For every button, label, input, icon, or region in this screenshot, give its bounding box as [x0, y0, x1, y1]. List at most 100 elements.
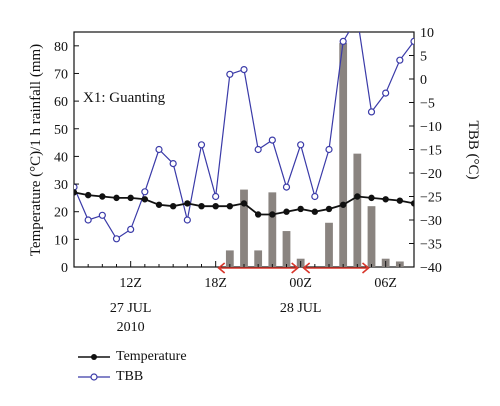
legend-item-temperature: Temperature: [78, 347, 187, 367]
temperature-point: [127, 194, 134, 202]
temperature-point: [254, 211, 262, 218]
temperature-point: [482, 212, 487, 217]
station-annotation: X1: Guanting: [83, 90, 166, 106]
y-right-tick-label: −30: [420, 214, 442, 229]
tbb-point: [240, 65, 248, 74]
date-label: 28 JUL: [280, 301, 322, 316]
x-tick-label: 06Z: [374, 276, 397, 291]
y-left-tick-label: 40: [54, 150, 68, 165]
rainfall-bar: [225, 250, 234, 267]
temperature-point: [410, 200, 414, 207]
temperature-point: [297, 205, 304, 213]
tbb-point: [454, 53, 460, 59]
tbb-point: [212, 192, 220, 201]
rainfall-bar: [353, 153, 362, 267]
y-right-tick-label: 0: [420, 73, 427, 88]
tbb-point: [84, 216, 92, 224]
rainfall-bars: [225, 43, 404, 267]
temperature-marker-icon: [78, 354, 110, 360]
tbb-point: [468, 20, 474, 26]
temperature-point: [212, 202, 219, 210]
temperature-point: [155, 201, 163, 208]
temperature-point: [184, 200, 191, 207]
tbb-marker-icon: [78, 373, 110, 381]
temperature-point: [311, 208, 319, 215]
rainfall-bar: [339, 43, 348, 267]
legend: Temperature TBB: [78, 347, 187, 387]
tbb-point: [297, 141, 305, 149]
y-left-tick-label: 20: [54, 206, 68, 221]
tbb-point: [282, 183, 291, 191]
tbb-point: [127, 225, 135, 233]
legend-item-tbb: TBB: [78, 367, 187, 387]
y-left-tick-label: 30: [54, 178, 68, 193]
temperature-point: [240, 200, 248, 207]
y-right-tick-label: −10: [420, 120, 442, 135]
tbb-point: [410, 37, 414, 45]
rainfall-bar: [367, 206, 376, 267]
y-left-tick-label: 50: [54, 123, 68, 138]
date-label: 27 JUL: [110, 301, 152, 316]
rainfall-bar: [325, 222, 333, 267]
legend-label-tbb: TBB: [116, 369, 144, 384]
tbb-point: [183, 216, 191, 224]
series-lines: [74, 0, 500, 243]
temperature-point: [354, 193, 361, 200]
tbb-point: [155, 145, 163, 154]
tbb-point: [311, 192, 319, 201]
temperature-point: [496, 212, 500, 217]
rainfall-bar: [254, 250, 263, 267]
temperature-point: [198, 202, 205, 210]
temperature-point: [74, 189, 78, 196]
rainfall-bar: [240, 189, 248, 267]
tbb-point: [169, 160, 177, 168]
tbb-point: [396, 56, 404, 64]
x-tick-label: 12Z: [119, 276, 142, 291]
temperature-point: [99, 193, 106, 200]
axes: 01020304050607080−40−35−30−25−20−15−10−5…: [54, 26, 442, 335]
date-year-label: 2010: [117, 320, 145, 335]
temperature-point: [325, 205, 333, 213]
y-left-tick-label: 60: [54, 95, 68, 110]
y-right-tick-label: −20: [420, 167, 442, 182]
tbb-point: [197, 141, 206, 149]
y-left-tick-label: 80: [54, 40, 68, 55]
rain-period-arrow-left: [217, 262, 226, 274]
tbb-point: [74, 183, 78, 191]
temperature-point: [283, 208, 290, 215]
tbb-point: [254, 145, 262, 154]
temperature-point: [382, 196, 389, 203]
rainfall-bar: [282, 231, 291, 267]
y-right-tick-label: −5: [420, 97, 435, 112]
y-right-tick-label: −15: [420, 144, 442, 159]
rain-period-arrow-right: [291, 262, 299, 274]
y-left-tick-label: 0: [61, 261, 68, 276]
tbb-point: [367, 108, 376, 116]
y-axis-title-left: Temperature (°C)/1 h rainfall (mm): [28, 44, 44, 256]
tbb-point: [141, 188, 149, 196]
tbb-point: [496, 20, 500, 26]
rain-period-arrow-left: [302, 262, 311, 274]
x-tick-label: 00Z: [289, 276, 312, 291]
temperature-point: [84, 191, 92, 199]
tbb-point: [325, 145, 333, 154]
temperature-point: [113, 194, 120, 202]
tbb-point: [482, 0, 488, 2]
y-right-tick-label: 10: [420, 26, 434, 41]
y-right-tick-label: −40: [420, 261, 442, 276]
x-tick-label: 18Z: [204, 276, 227, 291]
tbb-point: [339, 37, 347, 46]
y-left-tick-label: 10: [54, 233, 68, 248]
tbb-point: [112, 235, 121, 243]
legend-label-temperature: Temperature: [116, 349, 187, 364]
tbb-point: [382, 89, 390, 97]
temperature-point: [141, 196, 149, 203]
temperature-point: [396, 197, 404, 204]
temperature-point: [454, 209, 459, 214]
temperature-point: [226, 202, 234, 210]
temperature-point: [368, 194, 375, 202]
tbb-point: [354, 15, 360, 21]
temperature-point: [269, 211, 276, 218]
tbb-point: [98, 211, 106, 219]
